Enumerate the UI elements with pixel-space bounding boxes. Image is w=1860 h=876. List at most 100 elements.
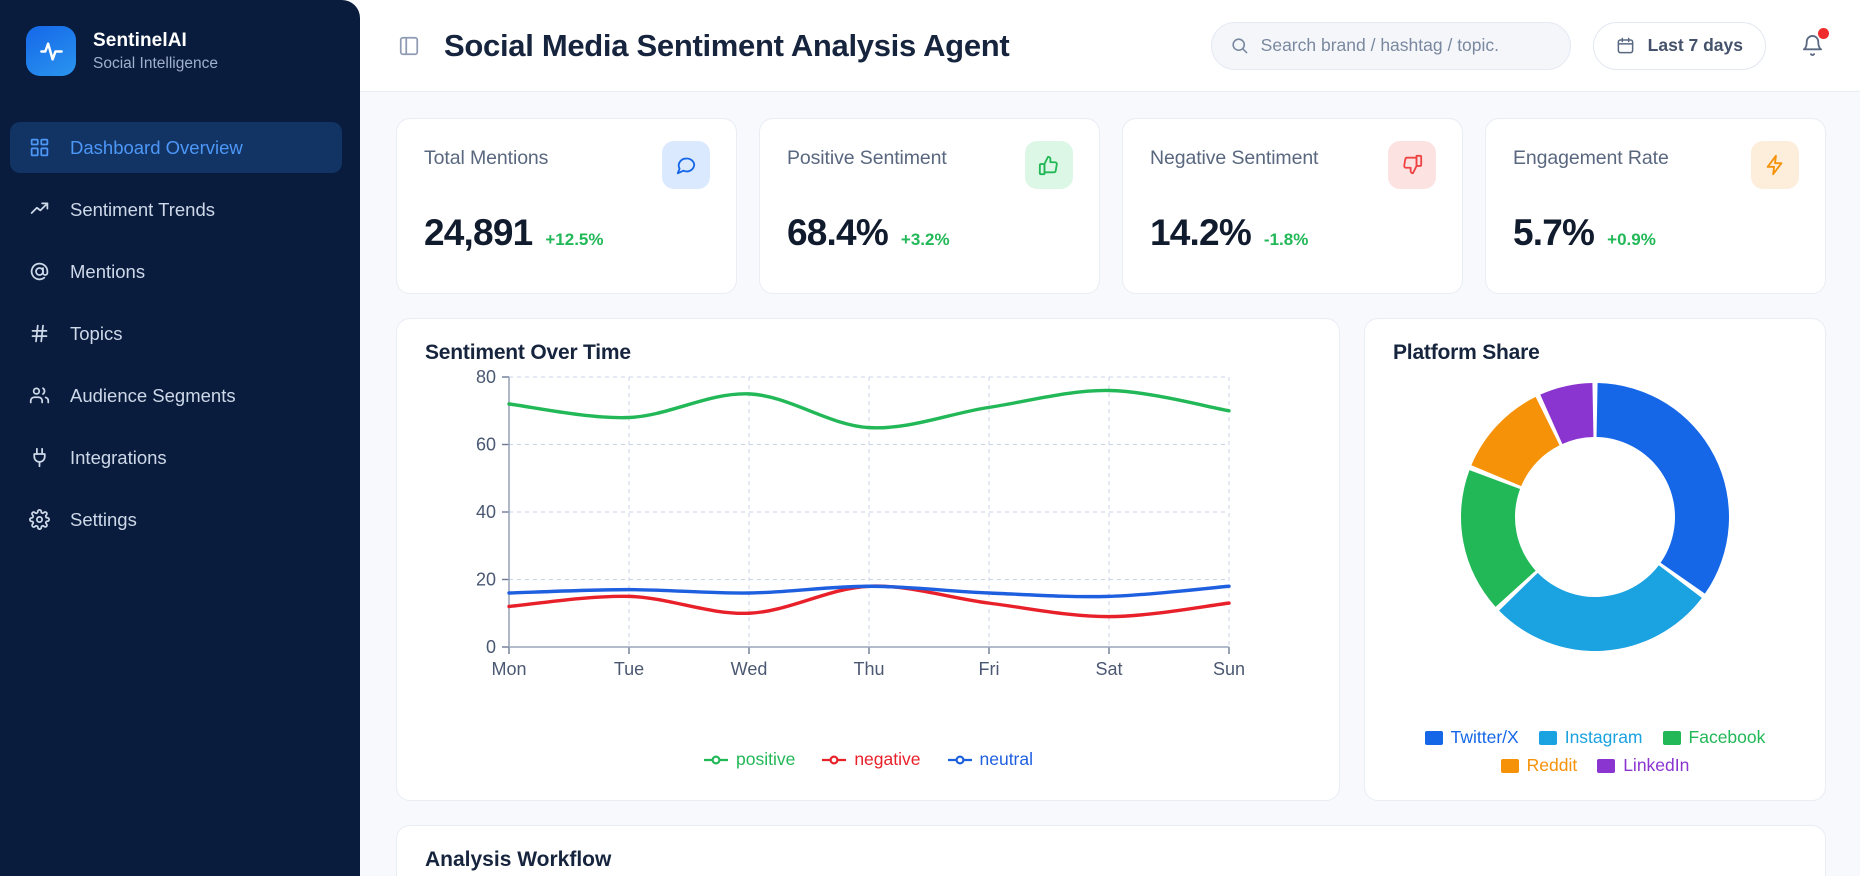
sidebar-item-label: Mentions bbox=[70, 260, 146, 282]
donut-slice[interactable] bbox=[1471, 396, 1560, 487]
donut-slice[interactable] bbox=[1461, 470, 1536, 607]
legend-item-facebook[interactable]: Facebook bbox=[1662, 727, 1766, 748]
bell-icon bbox=[1801, 34, 1824, 57]
date-range-button[interactable]: Last 7 days bbox=[1592, 21, 1766, 70]
brand-name: SentinelAI bbox=[93, 29, 187, 51]
legend-item-linkedin[interactable]: LinkedIn bbox=[1597, 755, 1689, 776]
page-title: Social Media Sentiment Analysis Agent bbox=[444, 27, 1010, 63]
card-title: Sentiment Over Time bbox=[425, 341, 631, 364]
kpi-value: 5.7% bbox=[1513, 212, 1595, 253]
dashboard-content: Total Mentions 24,891 +12.5% bbox=[360, 92, 1860, 876]
kpi-card-total-mentions: Total Mentions 24,891 +12.5% bbox=[396, 118, 737, 294]
legend-item-twitter-x[interactable]: Twitter/X bbox=[1424, 727, 1519, 748]
donut-slice[interactable] bbox=[1499, 565, 1702, 651]
sidebar-item-label: Integrations bbox=[70, 446, 167, 468]
kpi-value: 14.2% bbox=[1150, 212, 1252, 253]
search-input[interactable] bbox=[1260, 35, 1552, 56]
kpi-card-negative-sentiment: Negative Sentiment 14.2% -1.8% bbox=[1122, 118, 1463, 294]
kpi-card-row: Total Mentions 24,891 +12.5% bbox=[396, 118, 1826, 294]
sidebar-item-dashboard-overview[interactable]: Dashboard Overview bbox=[10, 122, 342, 173]
svg-text:Mon: Mon bbox=[491, 659, 526, 679]
kpi-delta: +3.2% bbox=[900, 230, 950, 249]
svg-text:40: 40 bbox=[476, 502, 496, 522]
svg-text:80: 80 bbox=[476, 367, 496, 387]
kpi-delta: -1.8% bbox=[1263, 230, 1309, 249]
svg-text:20: 20 bbox=[476, 570, 496, 590]
calendar-icon bbox=[1616, 36, 1635, 55]
legend-label: Facebook bbox=[1688, 727, 1766, 747]
search-bar[interactable] bbox=[1210, 21, 1571, 70]
kpi-value: 24,891 bbox=[424, 212, 533, 253]
legend-item-negative[interactable]: negative bbox=[821, 749, 921, 770]
sidebar-item-topics[interactable]: Topics bbox=[10, 308, 342, 359]
legend-label: negative bbox=[854, 749, 921, 769]
legend-item-instagram[interactable]: Instagram bbox=[1538, 727, 1643, 748]
date-range-label: Last 7 days bbox=[1647, 35, 1743, 55]
sidebar-item-mentions[interactable]: Mentions bbox=[10, 246, 342, 297]
sidebar-item-label: Topics bbox=[70, 322, 123, 344]
svg-text:Fri: Fri bbox=[979, 659, 1000, 679]
hash-icon bbox=[27, 321, 52, 346]
card-title: Platform Share bbox=[1393, 341, 1540, 364]
thumbs-down-icon bbox=[1388, 141, 1436, 189]
legend-label: Twitter/X bbox=[1450, 727, 1519, 747]
donut-slice[interactable] bbox=[1596, 383, 1729, 594]
brand-subtitle: Social Intelligence bbox=[93, 54, 218, 72]
legend-swatch bbox=[1538, 730, 1557, 745]
platform-share-legend: Twitter/X Instagram Facebook bbox=[1365, 727, 1825, 776]
legend-item-neutral[interactable]: neutral bbox=[947, 749, 1034, 770]
sentiment-line-chart: 0 20 40 60 80 Mon Tue Wed Thu Fri Sat Sun bbox=[476, 367, 1245, 679]
plug-icon bbox=[27, 445, 52, 470]
donut-slice[interactable] bbox=[1540, 383, 1594, 444]
svg-text:Sun: Sun bbox=[1213, 659, 1245, 679]
sidebar-item-label: Sentiment Trends bbox=[70, 198, 215, 220]
notification-badge-dot bbox=[1818, 27, 1829, 39]
legend-label: Reddit bbox=[1526, 755, 1578, 775]
kpi-label: Total Mentions bbox=[424, 147, 549, 169]
legend-swatch bbox=[1424, 730, 1443, 745]
panel-left-icon[interactable] bbox=[396, 33, 422, 59]
brand-block: SentinelAI Social Intelligence bbox=[0, 0, 360, 102]
sidebar-item-audience-segments[interactable]: Audience Segments bbox=[10, 370, 342, 421]
legend-item-positive[interactable]: positive bbox=[703, 749, 795, 770]
kpi-card-positive-sentiment: Positive Sentiment 68.4% +3.2% bbox=[759, 118, 1100, 294]
app-logo bbox=[26, 26, 76, 76]
gear-icon bbox=[27, 507, 52, 532]
trending-up-icon bbox=[27, 197, 52, 222]
legend-swatch bbox=[1662, 730, 1681, 745]
kpi-delta: +0.9% bbox=[1607, 230, 1656, 249]
svg-text:Sat: Sat bbox=[1095, 659, 1122, 679]
legend-label: Instagram bbox=[1564, 727, 1643, 747]
users-icon bbox=[27, 383, 52, 408]
sidebar-item-label: Settings bbox=[70, 508, 137, 530]
kpi-label: Engagement Rate bbox=[1513, 147, 1669, 169]
svg-text:Thu: Thu bbox=[853, 659, 884, 679]
legend-item-reddit[interactable]: Reddit bbox=[1500, 755, 1578, 776]
kpi-value: 68.4% bbox=[787, 212, 889, 253]
legend-label: LinkedIn bbox=[1623, 755, 1690, 775]
legend-marker-negative bbox=[822, 754, 847, 765]
sidebar-item-label: Audience Segments bbox=[70, 384, 236, 406]
sidebar: SentinelAI Social Intelligence Dashboard… bbox=[0, 0, 360, 876]
notifications-button[interactable] bbox=[1794, 27, 1830, 64]
analysis-workflow-card: Analysis Workflow bbox=[396, 825, 1826, 876]
card-title: Analysis Workflow bbox=[425, 848, 612, 871]
activity-pulse-icon bbox=[39, 41, 63, 61]
legend-swatch bbox=[1597, 758, 1616, 773]
svg-text:0: 0 bbox=[486, 637, 496, 657]
sidebar-item-sentiment-trends[interactable]: Sentiment Trends bbox=[10, 184, 342, 235]
at-sign-icon bbox=[27, 259, 52, 284]
svg-text:Tue: Tue bbox=[614, 659, 644, 679]
chart-row: Sentiment Over Time 0 20 40 60 80 Mon Tue Wed Th… bbox=[396, 318, 1826, 801]
sidebar-item-integrations[interactable]: Integrations bbox=[10, 432, 342, 483]
svg-text:Wed: Wed bbox=[731, 659, 768, 679]
kpi-card-engagement-rate: Engagement Rate 5.7% +0.9% bbox=[1485, 118, 1826, 294]
legend-marker-positive bbox=[703, 754, 728, 765]
platform-share-donut-chart bbox=[1461, 383, 1729, 651]
sentiment-chart-legend: positive negative bbox=[397, 749, 1339, 770]
legend-label: neutral bbox=[979, 749, 1034, 769]
kpi-delta: +12.5% bbox=[545, 230, 604, 249]
legend-marker-neutral bbox=[947, 754, 972, 765]
sidebar-item-settings[interactable]: Settings bbox=[10, 494, 342, 545]
svg-text:60: 60 bbox=[476, 435, 496, 455]
